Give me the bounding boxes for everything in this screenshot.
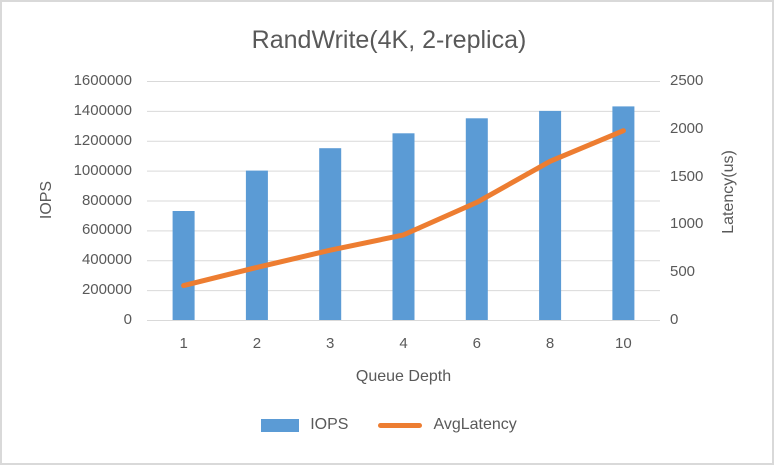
iops-bar-qd2 bbox=[245, 170, 268, 320]
y-left-axis-title: IOPS bbox=[38, 180, 55, 220]
y-right-tick-0: 0 bbox=[670, 311, 679, 328]
y-left-tick-0: 0 bbox=[123, 311, 132, 328]
x-tick-8: 8 bbox=[545, 335, 555, 352]
iops-bar-qd6 bbox=[465, 118, 488, 320]
chart-title: RandWrite(4K, 2-replica) bbox=[251, 26, 527, 54]
legend-label-avglatency: AvgLatency bbox=[433, 416, 517, 433]
y-right-tick-1000: 1000 bbox=[670, 215, 704, 233]
x-tick-10: 10 bbox=[615, 335, 632, 352]
y-left-tick-1600000: 1600000 bbox=[73, 72, 132, 89]
y-left-tick-1400000: 1400000 bbox=[73, 101, 132, 119]
avglatency-line-swatch-icon bbox=[378, 422, 423, 428]
iops-bar-swatch-icon bbox=[261, 418, 300, 432]
legend-item-avglatency: AvgLatency bbox=[378, 416, 517, 434]
plot-area bbox=[147, 81, 660, 321]
legend-item-iops: IOPS bbox=[261, 416, 348, 434]
avglatency-line bbox=[181, 128, 626, 289]
x-axis-title: Queue Depth bbox=[355, 368, 452, 385]
y-left-tick-200000: 200000 bbox=[81, 281, 132, 299]
y-right-axis-title: Latency(us) bbox=[720, 150, 737, 234]
y-right-tick-2500: 2500 bbox=[670, 72, 704, 89]
iops-bar-qd4 bbox=[392, 133, 415, 320]
y-left-tick-1200000: 1200000 bbox=[73, 131, 132, 149]
y-left-tick-800000: 800000 bbox=[81, 191, 132, 209]
iops-bars bbox=[172, 106, 635, 321]
y-right-tick-1500: 1500 bbox=[670, 167, 704, 185]
y-right-tick-500: 500 bbox=[670, 263, 696, 281]
iops-bar-qd1 bbox=[172, 211, 195, 320]
y-left-tick-400000: 400000 bbox=[81, 251, 132, 269]
y-right-tick-2000: 2000 bbox=[670, 119, 704, 137]
x-tick-1: 1 bbox=[179, 335, 188, 352]
x-tick-3: 3 bbox=[326, 335, 335, 352]
legend-label-iops: IOPS bbox=[310, 416, 349, 433]
x-tick-4: 4 bbox=[399, 335, 408, 352]
iops-bar-qd8 bbox=[539, 110, 562, 321]
y-left-tick-1000000: 1000000 bbox=[73, 161, 132, 179]
iops-bar-qd3 bbox=[319, 148, 342, 320]
iops-bar-qd10 bbox=[612, 106, 635, 321]
y-left-tick-600000: 600000 bbox=[81, 221, 132, 239]
x-tick-2: 2 bbox=[252, 335, 262, 352]
x-tick-6: 6 bbox=[472, 335, 481, 352]
legend: IOPS AvgLatency bbox=[2, 416, 772, 434]
